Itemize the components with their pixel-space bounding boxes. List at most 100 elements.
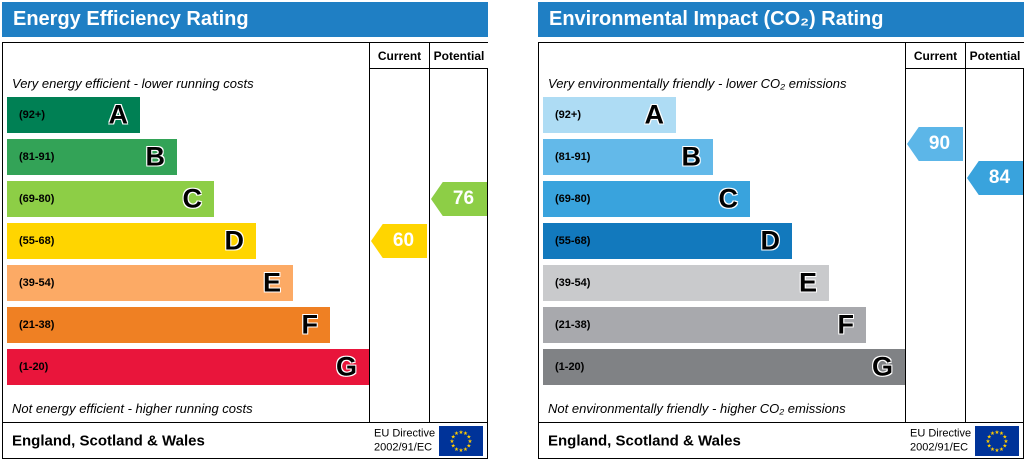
band-g: (1-20) G [543,349,905,385]
band-letter: G [871,351,893,382]
band-range-label: (1-20) [555,361,585,373]
svg-text:★: ★ [999,430,1004,437]
band-letter: A [108,99,129,130]
band-c: (69-80) C [7,181,214,217]
band-a: (92+) A [7,97,140,133]
band-range-label: (1-20) [19,361,49,373]
svg-text:★: ★ [995,429,1000,436]
svg-text:★: ★ [990,430,995,437]
eu-flag-field [439,426,483,456]
svg-text:★: ★ [987,434,992,441]
svg-text:★: ★ [466,443,471,450]
band-range-label: (39-54) [555,277,591,289]
region-label: England, Scotland & Wales [548,432,741,449]
top-note: Very energy efficient - lower running co… [12,76,254,91]
eu-flag-stars: ★ ★★ ★★★ ★★★ ★★★ [986,429,1009,454]
current-rating-tag: 60 [371,224,427,258]
band-d: (55-68) D [543,223,792,259]
band-letter: F [837,309,855,340]
band-letter: E [262,267,281,298]
eu-directive-line2: 2002/91/EC [910,441,969,454]
band-range-label: (81-91) [19,151,55,163]
band-a: (92+) A [543,97,676,133]
band-d: (55-68) D [7,223,256,259]
region-label: England, Scotland & Wales [12,432,205,449]
chart-title: Environmental Impact (CO₂) Rating [538,2,1024,37]
band-letter: C [718,183,739,214]
energy-efficiency-chart: Energy Efficiency Rating Current Potenti… [2,2,488,459]
current-rating-tag: 90 [907,127,963,161]
eu-flag-field [975,426,1019,456]
band-range-label: (39-54) [19,277,55,289]
potential-rating-value: 84 [988,167,1011,188]
band-range-label: (21-38) [19,319,55,331]
band-range-label: (55-68) [19,235,55,247]
eu-flag-icon: ★ ★★ ★★★ ★★★ ★★★ [439,426,483,456]
potential-rating-tag: 76 [431,182,487,216]
footer: England, Scotland & Wales EU Directive 2… [3,422,487,458]
eu-directive-line1: EU Directive [374,427,436,440]
column-divider [369,43,370,458]
footer: England, Scotland & Wales EU Directive 2… [539,422,1023,458]
bottom-note: Not environmentally friendly - higher CO… [548,401,846,416]
svg-text:★: ★ [463,430,468,437]
band-range-label: (92+) [19,109,45,121]
svg-text:★: ★ [995,447,1000,454]
band-letter: B [681,141,702,172]
band-range-label: (69-80) [19,193,55,205]
current-column-header: Current [906,43,965,69]
band-letter: B [145,141,166,172]
environmental-impact-chart: Environmental Impact (CO₂) Rating Curren… [538,2,1024,459]
band-letter: E [798,267,817,298]
svg-text:★: ★ [466,434,471,441]
eu-directive-label: EU Directive 2002/91/EC [374,426,435,455]
svg-text:★: ★ [1002,434,1007,441]
band-b: (81-91) B [543,139,713,175]
band-c: (69-80) C [543,181,750,217]
band-range-label: (69-80) [555,193,591,205]
rating-table: Current Potential Very energy efficient … [2,42,488,459]
band-f: (21-38) F [543,307,866,343]
svg-text:★: ★ [990,446,995,453]
top-note: Very environmentally friendly - lower CO… [548,76,847,91]
bottom-note: Not energy efficient - higher running co… [12,401,253,416]
svg-text:★: ★ [987,443,992,450]
band-letter: G [335,351,357,382]
band-e: (39-54) E [543,265,829,301]
eu-flag-stars: ★ ★★ ★★★ ★★★ ★★★ [450,429,473,454]
rating-table: Current Potential Very environmentally f… [538,42,1024,459]
current-rating-value: 90 [928,133,951,154]
svg-text:★: ★ [986,438,991,445]
band-letter: D [760,225,781,256]
svg-text:★: ★ [459,447,464,454]
column-divider [429,43,430,422]
svg-text:★: ★ [459,429,464,436]
eu-flag-icon: ★ ★★ ★★★ ★★★ ★★★ [975,426,1019,456]
potential-column-header: Potential [430,43,488,69]
svg-text:★: ★ [454,430,459,437]
svg-text:★: ★ [454,446,459,453]
svg-text:★: ★ [451,443,456,450]
svg-text:★: ★ [1002,443,1007,450]
potential-rating-value: 76 [452,188,475,209]
eu-directive-line2: 2002/91/EC [374,441,433,454]
svg-text:★: ★ [451,434,456,441]
current-column-header: Current [370,43,429,69]
band-range-label: (55-68) [555,235,591,247]
band-range-label: (21-38) [555,319,591,331]
potential-rating-tag: 84 [967,161,1023,195]
band-b: (81-91) B [7,139,177,175]
eu-directive-label: EU Directive 2002/91/EC [910,426,971,455]
band-g: (1-20) G [7,349,369,385]
band-letter: F [301,309,319,340]
column-divider [905,43,906,458]
band-letter: A [644,99,665,130]
band-letter: D [224,225,245,256]
band-f: (21-38) F [7,307,330,343]
eu-directive-line1: EU Directive [910,427,972,440]
chart-title: Energy Efficiency Rating [2,2,488,37]
svg-text:★: ★ [1004,438,1009,445]
potential-column-header: Potential [966,43,1024,69]
svg-text:★: ★ [463,446,468,453]
svg-text:★: ★ [468,438,473,445]
